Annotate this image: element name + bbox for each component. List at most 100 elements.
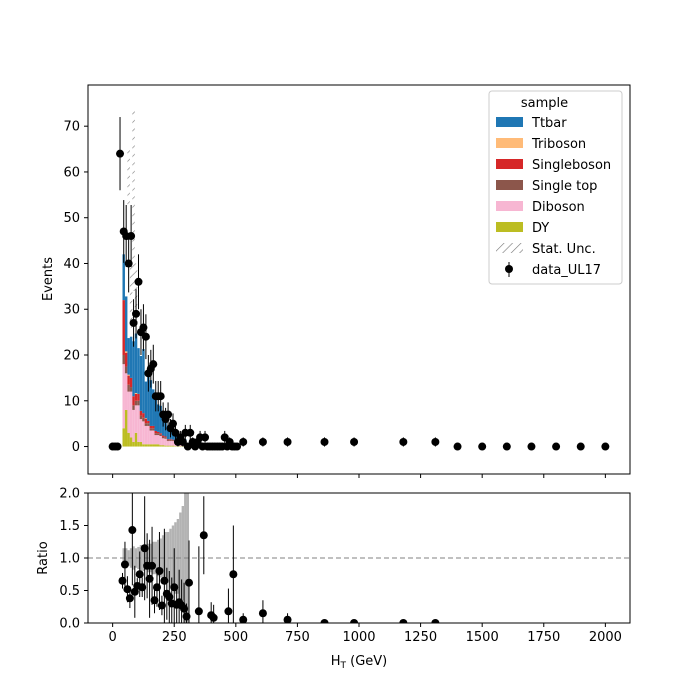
- bar-singleboson: [169, 439, 172, 441]
- ratio-point: [128, 526, 137, 535]
- legend-entry-label: Diboson: [532, 200, 585, 215]
- data-point: [258, 437, 267, 446]
- bar-diboson: [127, 391, 130, 433]
- x-tick-label: 1750: [527, 630, 560, 645]
- ratio-point: [399, 619, 408, 623]
- bar-diboson: [137, 405, 140, 442]
- bar-diboson: [154, 435, 157, 445]
- bar-singleboson: [124, 352, 128, 367]
- bar-dy: [144, 444, 148, 447]
- x-tick-label: 1000: [342, 630, 375, 645]
- ratio-point: [209, 613, 218, 622]
- y-tick-label: 2.0: [59, 487, 80, 502]
- bar-diboson: [142, 421, 145, 445]
- y-tick-label: 70: [63, 120, 80, 135]
- ratio-unc-band: [124, 548, 128, 568]
- bar-singleboson: [164, 436, 167, 438]
- ratio-point: [229, 570, 238, 579]
- data-point: [116, 149, 125, 158]
- bar-ttbar: [142, 349, 145, 414]
- bar-dy: [137, 441, 140, 447]
- y-tick-label: 10: [63, 394, 80, 409]
- data-point: [502, 442, 511, 451]
- ratio-unc-band: [149, 543, 153, 573]
- bar-single-top: [159, 434, 162, 437]
- ratio-unc-band: [156, 539, 160, 577]
- bar-dy: [147, 444, 150, 447]
- bar-single-top: [154, 433, 157, 436]
- bar-diboson: [161, 438, 165, 446]
- bar-dy: [154, 444, 157, 447]
- data-point: [127, 232, 136, 241]
- bar-singleboson: [156, 431, 160, 434]
- bar-dy: [152, 444, 155, 447]
- bar-singleboson: [166, 439, 170, 441]
- bar-diboson: [149, 430, 153, 445]
- y-tick-label: 40: [63, 257, 80, 272]
- data-point: [149, 360, 158, 369]
- ratio-panel: 0.0 0.5 1.0 1.5 2.0 0 250 500 750 1000 1250 1500 17…: [36, 487, 631, 671]
- bar-triboson: [127, 374, 130, 376]
- data-point: [576, 442, 585, 451]
- bar-single-top: [134, 400, 138, 406]
- ratio-unc-band: [132, 546, 135, 570]
- y-axis-label-ratio: Ratio: [36, 541, 51, 574]
- data-point: [431, 437, 440, 446]
- ratio-unc-band: [142, 545, 145, 571]
- bar-ttbar: [124, 296, 128, 352]
- data-point: [453, 442, 462, 451]
- bar-single-top: [127, 384, 130, 392]
- data-point: [233, 442, 242, 451]
- ratio-point: [283, 615, 292, 623]
- legend-title: sample: [521, 96, 568, 111]
- ratio-point: [148, 561, 157, 570]
- bar-diboson: [164, 438, 167, 446]
- data-point: [113, 442, 122, 451]
- y-tick-label: 50: [63, 211, 80, 226]
- legend-swatch: [496, 117, 523, 127]
- bar-dy: [127, 432, 130, 447]
- bar-singleboson: [149, 425, 153, 429]
- bar-triboson: [134, 392, 138, 394]
- bar-diboson: [171, 441, 175, 446]
- data-point: [156, 392, 165, 401]
- bar-ttbar: [144, 381, 148, 419]
- ratio-point: [431, 619, 440, 623]
- bar-diboson: [132, 409, 135, 442]
- bar-ttbar: [137, 348, 140, 394]
- x-tick-label: 1250: [404, 630, 437, 645]
- bar-singleboson: [147, 420, 150, 424]
- x-axis-label: HT (GeV): [331, 654, 388, 671]
- bar-single-top: [122, 355, 125, 365]
- bar-single-top: [149, 428, 153, 431]
- bar-diboson: [147, 425, 150, 445]
- bar-single-top: [169, 440, 172, 442]
- legend-entry-label: DY: [532, 221, 549, 236]
- bar-singleboson: [127, 375, 130, 385]
- data-point: [399, 437, 408, 446]
- ratio-point: [199, 531, 208, 540]
- bar-singleboson: [139, 410, 143, 416]
- data-point: [134, 277, 143, 286]
- bar-singleboson: [134, 393, 138, 401]
- bar-diboson: [152, 430, 155, 445]
- x-tick-label: 750: [285, 630, 310, 645]
- bar-single-top: [161, 436, 165, 439]
- bar-dy: [156, 444, 160, 447]
- bar-single-top: [166, 440, 170, 442]
- bar-dy: [149, 444, 153, 447]
- bar-single-top: [132, 405, 135, 410]
- bar-single-top: [152, 428, 155, 431]
- bar-diboson: [144, 425, 148, 445]
- bar-ttbar: [159, 405, 162, 434]
- legend-entry-label: Singleboson: [532, 158, 611, 173]
- data-point: [478, 442, 487, 451]
- bar-single-top: [124, 366, 128, 374]
- x-tick-label: 2000: [589, 630, 622, 645]
- bar-dy: [142, 444, 145, 447]
- y-axis-label-events: Events: [41, 257, 56, 301]
- bar-singleboson: [122, 300, 125, 356]
- bar-diboson: [156, 435, 160, 445]
- bar-single-top: [137, 400, 140, 406]
